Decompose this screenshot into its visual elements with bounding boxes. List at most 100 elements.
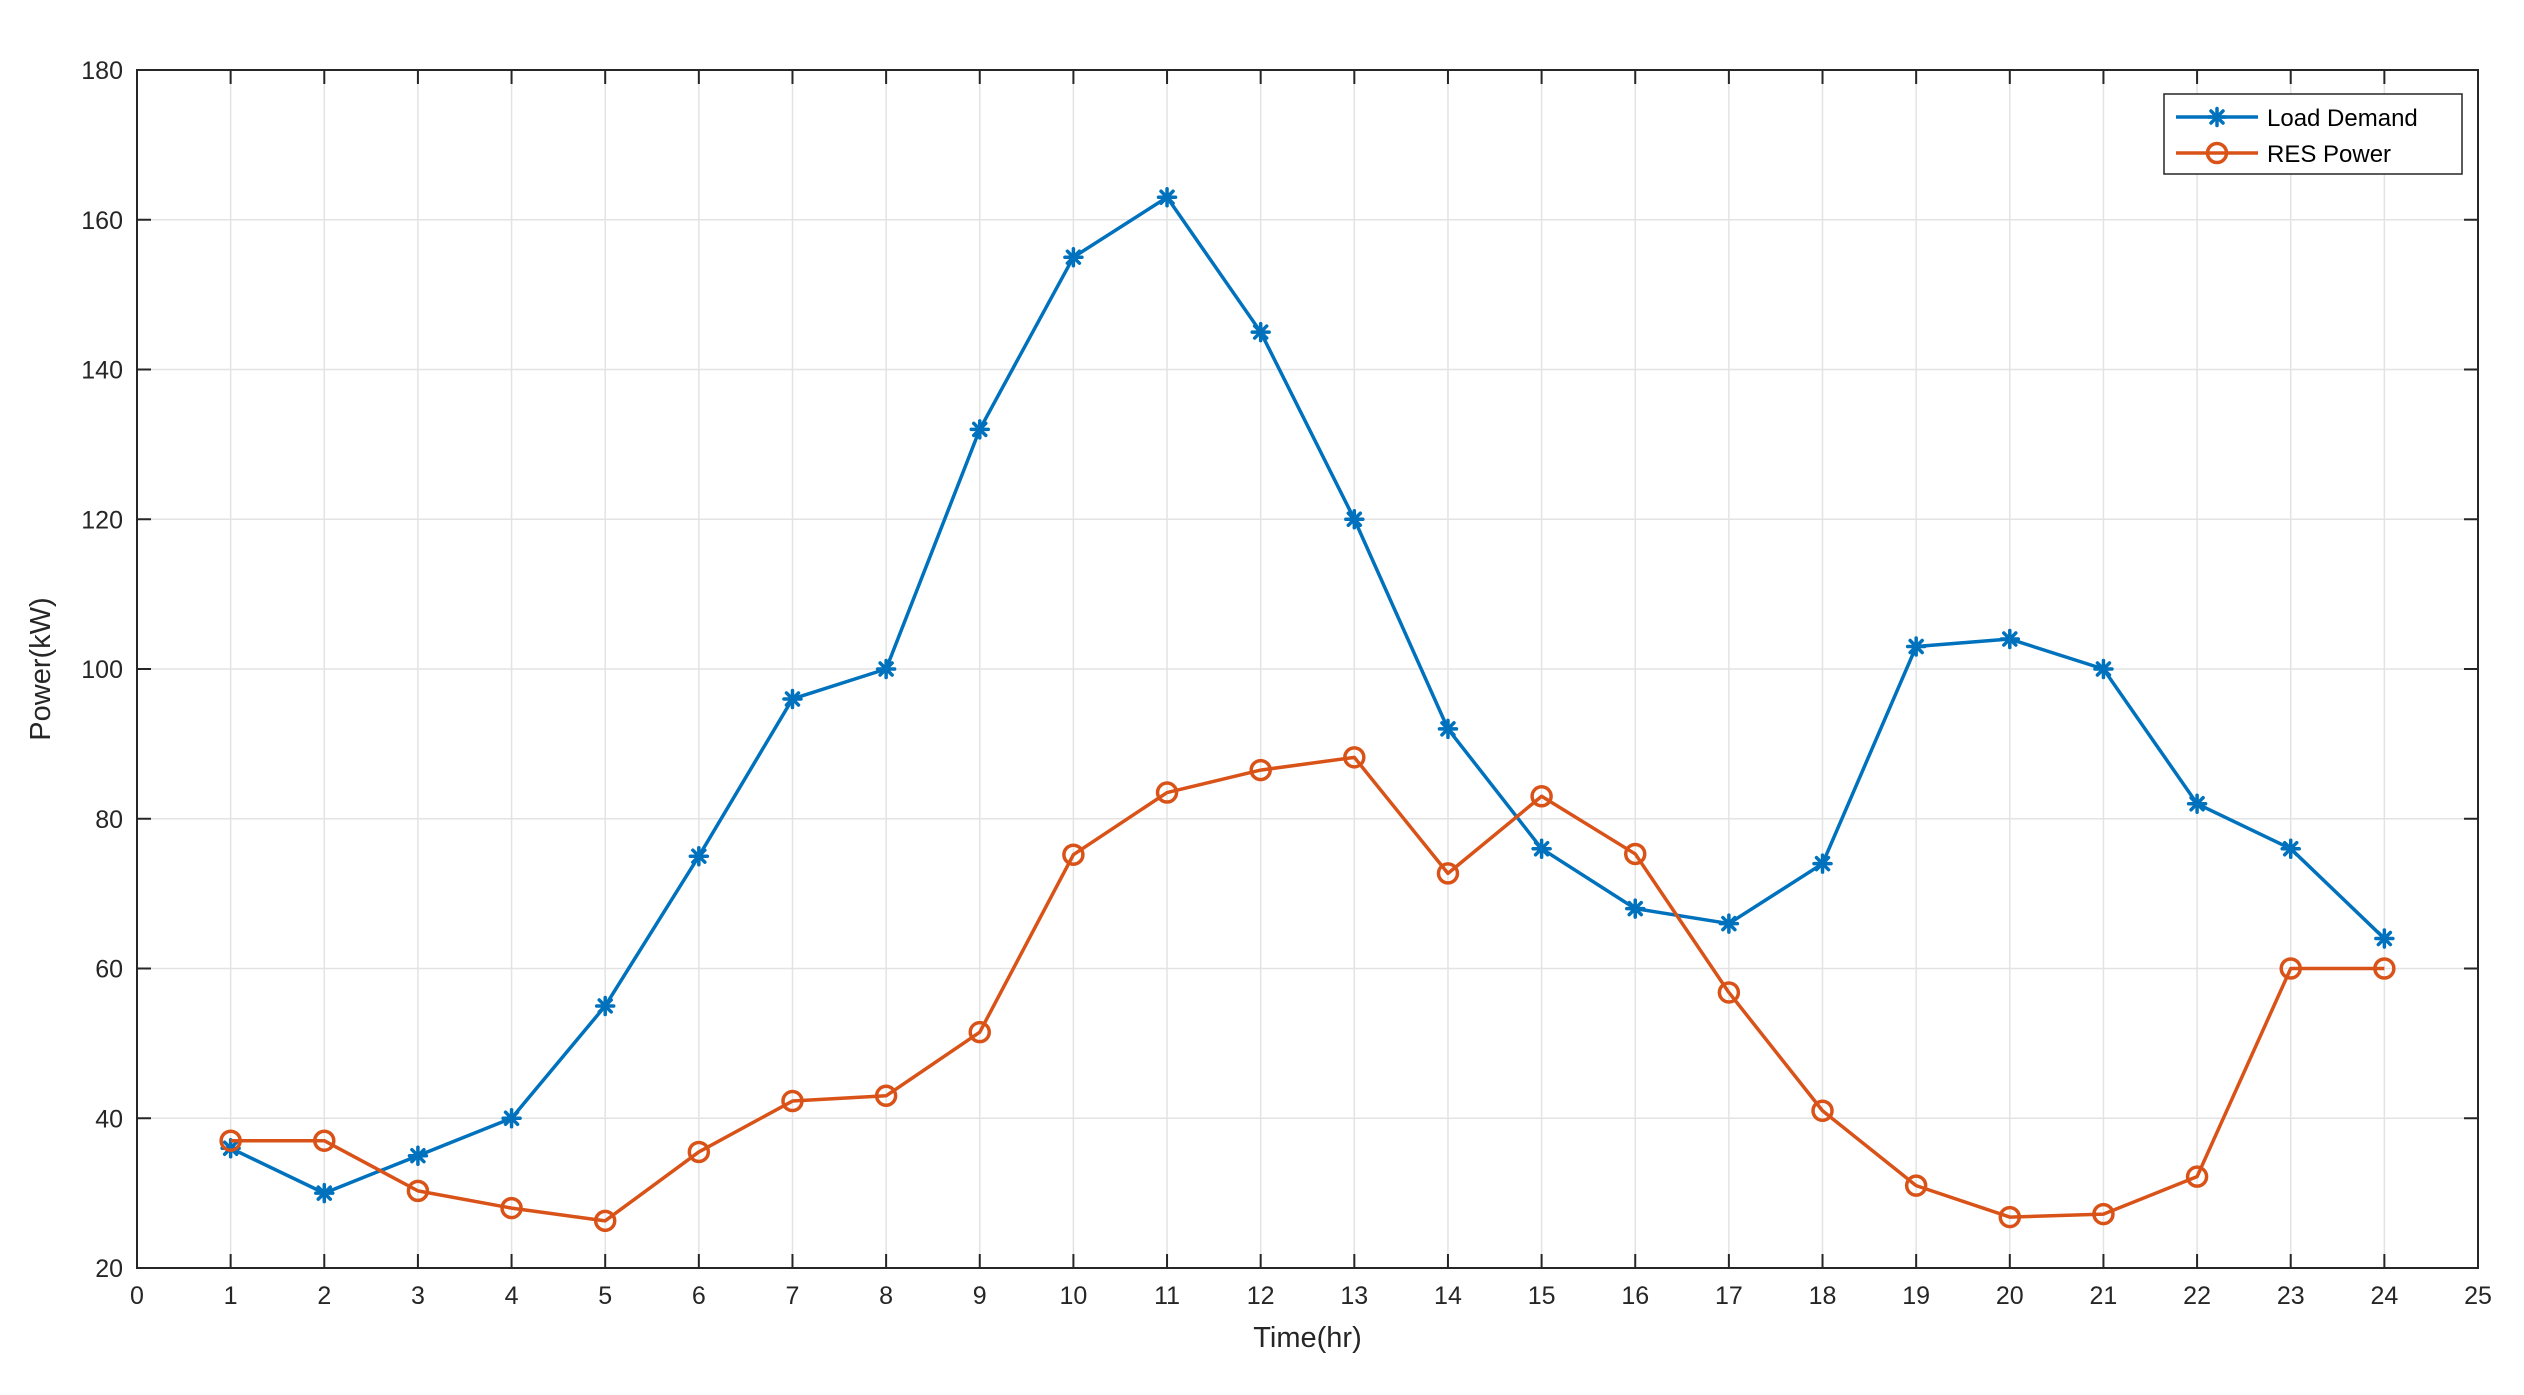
x-tick-label: 2 [317,1282,331,1310]
asterisk-stroke [1908,638,1924,655]
data-point [1155,781,1179,804]
x-tick-label: 0 [130,1282,144,1310]
asterisk-stroke [503,1110,520,1127]
data-point [593,1209,617,1233]
asterisk-stroke [2002,631,2018,647]
x-tick-label: 10 [1059,1282,1087,1310]
x-tick-label: 25 [2464,1282,2492,1310]
data-point [1812,853,1833,874]
series-load-demand [220,187,2395,1204]
asterisk-stroke [316,1185,333,1201]
legend-label: Load Demand [2267,105,2418,132]
y-tick-label: 160 [81,207,123,235]
asterisk-stroke [222,1140,239,1156]
asterisk-stroke [597,998,613,1014]
data-point [969,419,991,440]
data-point [500,1196,523,1220]
data-point [968,1020,992,1044]
asterisk-stroke [1814,855,1831,872]
data-point [1062,843,1085,866]
x-tick-label: 23 [2277,1282,2305,1310]
x-tick-label: 20 [1996,1282,2024,1310]
y-tick-label: 20 [95,1255,123,1283]
asterisk-stroke [784,691,801,707]
asterisk-stroke [972,421,988,438]
x-tick-label: 17 [1715,1282,1743,1310]
data-point [1249,758,1272,782]
data-point [1156,187,1178,208]
data-point [2374,928,2395,949]
data-point [781,1089,804,1113]
data-point [501,1108,522,1129]
data-point [2185,1165,2209,1188]
x-tick-label: 11 [1154,1282,1180,1310]
data-point [314,1182,335,1204]
data-point [1718,913,1740,934]
x-tick-label: 8 [879,1282,893,1310]
series-line [229,195,2386,1195]
grid [137,70,2478,1268]
x-tick-label: 19 [1902,1282,1930,1310]
y-tick-label: 100 [81,656,123,684]
data-point [2373,957,2396,980]
data-point [687,1140,711,1164]
x-tick-label: 12 [1247,1282,1275,1310]
data-point [219,1129,242,1152]
data-point [782,688,803,710]
asterisk-stroke [1627,900,1643,917]
x-tick-label: 7 [786,1282,800,1310]
y-tick-label: 40 [95,1105,123,1133]
data-point [1811,1099,1834,1123]
asterisk-stroke [1721,915,1737,932]
x-tick-label: 16 [1621,1282,1649,1310]
asterisk-stroke [1440,721,1456,737]
x-tick-label: 22 [2183,1282,2211,1310]
y-tick-label: 120 [81,506,123,534]
data-point [2093,658,2114,680]
legend-item: RES Power [2176,141,2391,168]
x-axis-label: Time(hr) [1253,1322,1361,1354]
x-tick-label: 6 [692,1282,706,1310]
x-tick-label: 1 [224,1282,238,1310]
asterisk-stroke [1252,324,1269,340]
data-point [1905,636,1927,657]
x-tick-label: 9 [973,1282,987,1310]
x-tick-label: 3 [411,1282,425,1310]
data-point [2092,1202,2115,1226]
data-point [1999,628,2021,650]
asterisk-stroke [691,848,707,864]
legend-marker [2206,106,2228,128]
asterisk-stroke [1159,189,1175,206]
asterisk-stroke [2189,796,2205,812]
data-point [1530,785,1553,808]
legend-marker [2205,141,2229,165]
series-line [230,755,2385,1223]
data-point [874,1084,898,1108]
x-tick-label: 15 [1528,1282,1556,1310]
asterisk-stroke [410,1147,426,1164]
data-point [875,658,897,680]
data-point [1623,842,1647,866]
y-tick-label: 140 [81,357,123,385]
data-point [1624,898,1646,919]
x-tick-label: 5 [598,1282,612,1310]
series-layer [219,187,2396,1233]
legend-label: RES Power [2267,141,2391,168]
x-tick-label: 21 [2090,1282,2118,1310]
x-tick-label: 4 [505,1282,519,1310]
asterisk-stroke [1065,249,1082,265]
data-point [2186,793,2208,815]
data-point [688,845,710,867]
data-point [1436,862,1460,885]
data-point [1344,509,1365,530]
x-tick-label: 13 [1340,1282,1368,1310]
x-tick-label: 18 [1809,1282,1837,1310]
data-point [1250,321,1271,343]
y-tick-label: 180 [81,57,123,85]
asterisk-stroke [2095,661,2112,677]
asterisk-stroke [1346,511,1363,528]
data-point [1343,746,1366,769]
data-point [1904,1174,1928,1197]
